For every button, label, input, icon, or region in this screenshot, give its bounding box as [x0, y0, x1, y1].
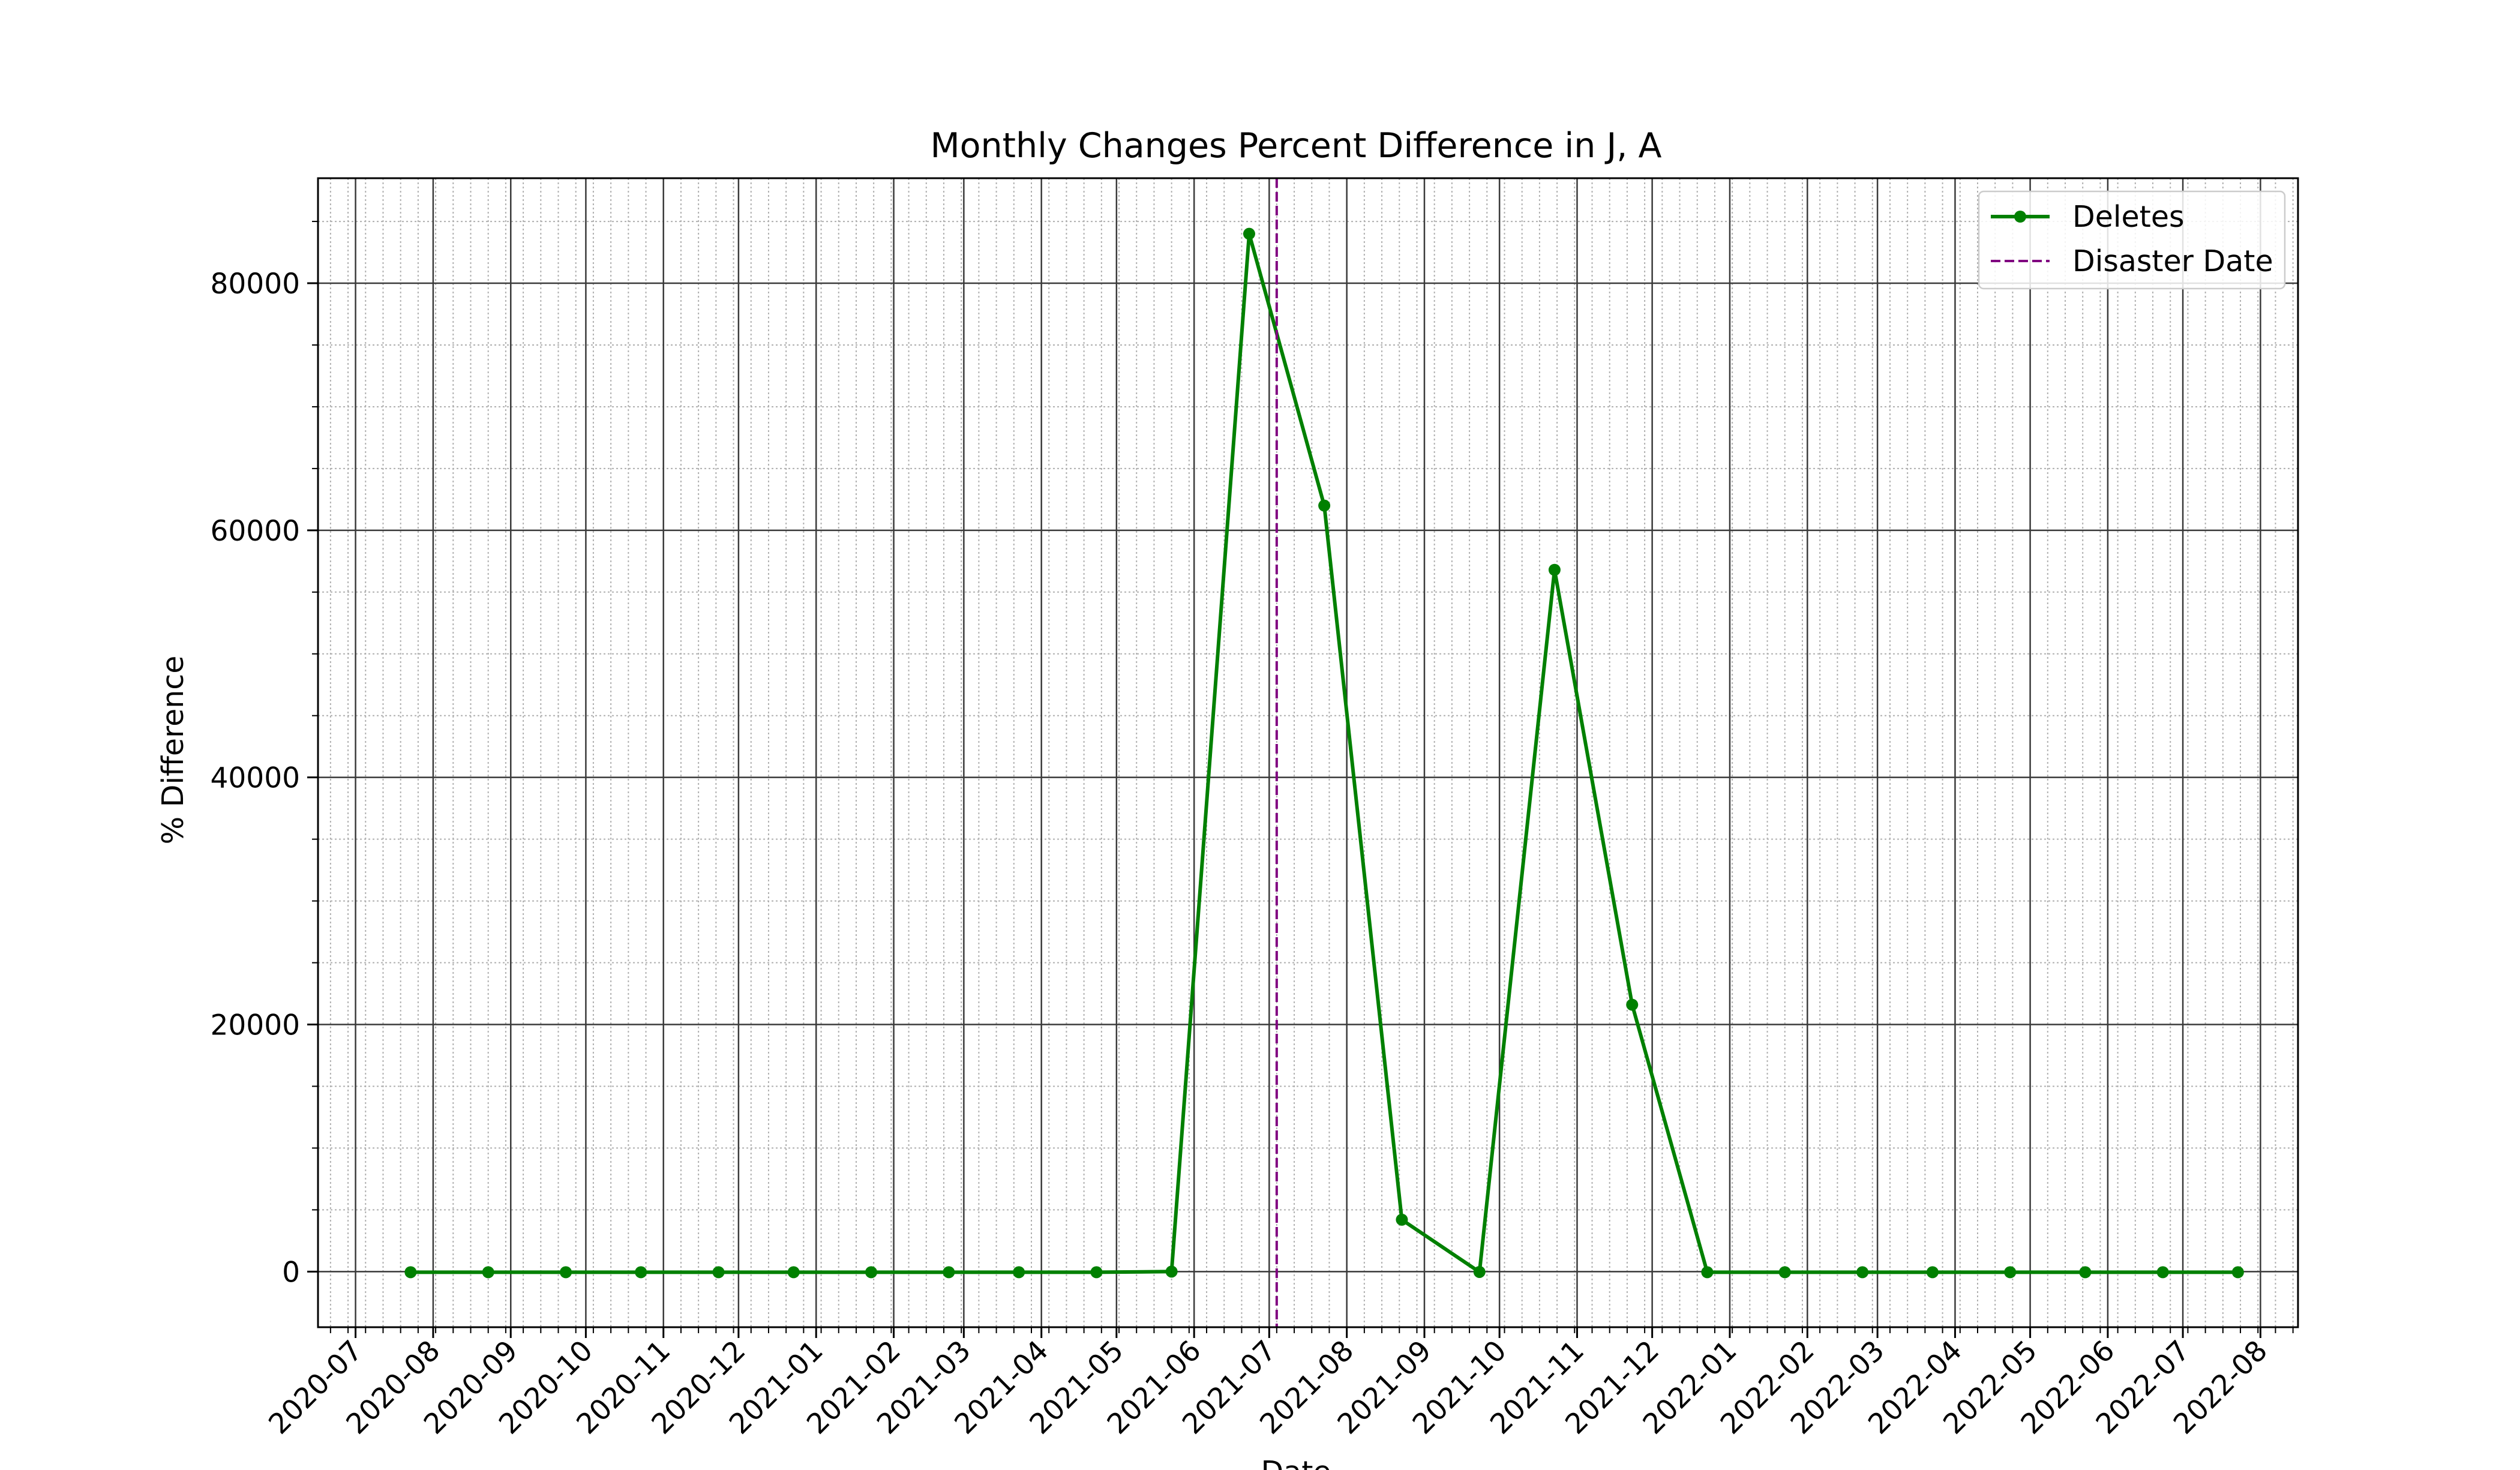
data-point	[712, 1266, 725, 1279]
major-grid	[318, 178, 2298, 1327]
data-point	[2156, 1266, 2169, 1279]
y-axis-label: % Difference	[156, 656, 190, 845]
data-point	[1318, 499, 1331, 512]
y-tick-label: 20000	[210, 1009, 300, 1042]
y-tick-label: 80000	[210, 268, 300, 301]
y-axis-ticks: 0 20000 40000 60000 80000	[210, 221, 318, 1289]
data-point	[1165, 1265, 1178, 1278]
y-tick-label: 60000	[210, 515, 300, 548]
data-point	[1701, 1266, 1714, 1279]
data-point	[2231, 1266, 2244, 1279]
data-point	[943, 1266, 955, 1279]
data-point	[1778, 1266, 1791, 1279]
data-point	[1013, 1266, 1025, 1279]
y-tick-label: 0	[282, 1256, 300, 1289]
data-point	[1473, 1265, 1486, 1278]
chart-title: Monthly Changes Percent Difference in J,…	[930, 126, 1661, 166]
y-tick-label: 40000	[210, 762, 300, 795]
legend-box	[1978, 190, 2286, 290]
data-point	[1856, 1266, 1869, 1279]
data-point	[560, 1266, 572, 1279]
data-point	[2004, 1266, 2017, 1279]
data-point	[1396, 1213, 1408, 1226]
data-point	[787, 1266, 800, 1279]
data-point	[1548, 563, 1561, 576]
data-point	[2079, 1266, 2092, 1279]
data-point	[1090, 1266, 1103, 1279]
legend-label-deletes: Deletes	[2072, 200, 2185, 234]
legend-marker-deletes	[2014, 211, 2026, 223]
x-axis-label: Date	[1261, 1455, 1331, 1470]
data-point	[635, 1266, 647, 1279]
data-point	[404, 1266, 417, 1279]
series-layer	[404, 227, 2244, 1279]
plot-frame	[317, 177, 2299, 1328]
legend: Deletes Disaster Date	[1978, 190, 2286, 290]
data-point	[865, 1266, 877, 1279]
data-point	[1926, 1266, 1939, 1279]
data-point	[1243, 227, 1255, 240]
data-point	[482, 1266, 494, 1279]
legend-label-disaster-date: Disaster Date	[2072, 244, 2273, 278]
data-point	[1626, 998, 1639, 1011]
